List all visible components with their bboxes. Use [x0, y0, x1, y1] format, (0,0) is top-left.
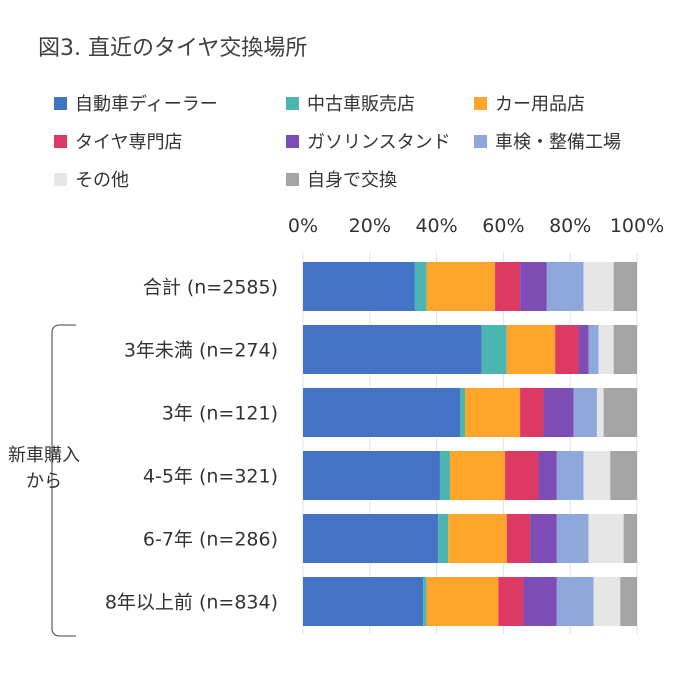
bar-segment: [546, 262, 584, 311]
legend-label: カー用品店: [495, 94, 585, 115]
x-tick-label: 60%: [482, 215, 524, 237]
bar-segment: [613, 325, 637, 374]
legend-item: タイヤ専門店: [54, 128, 182, 154]
bar-segment: [459, 388, 465, 437]
legend-label: ガソリンスタンド: [307, 132, 451, 153]
x-tick-label: 40%: [415, 215, 457, 237]
group-bracket: [51, 324, 76, 637]
legend-label: 車検・整備工場: [495, 132, 621, 153]
bar-segment: [495, 262, 521, 311]
bar-segment: [439, 451, 450, 500]
category-label: 6-7年 (n=286): [143, 529, 278, 551]
legend-swatch: [474, 134, 487, 148]
group-label: 新車購入 から: [4, 443, 84, 495]
bar-segment: [620, 577, 637, 626]
bar-segment: [438, 514, 449, 563]
category-label: 4-5年 (n=321): [143, 466, 278, 488]
x-tick-label: 80%: [549, 215, 591, 237]
legend-swatch: [54, 134, 67, 148]
bar-segment: [449, 451, 506, 500]
bar-segment: [303, 577, 424, 626]
x-tick-label: 0%: [288, 215, 318, 237]
bar-segment: [505, 451, 539, 500]
bar-segment: [464, 388, 521, 437]
group-label-line: から: [26, 471, 62, 492]
bar-segment: [303, 451, 440, 500]
legend-swatch: [286, 96, 299, 110]
bar-segment: [578, 325, 589, 374]
bar-segment: [426, 262, 496, 311]
bar-segment: [610, 451, 637, 500]
legend-label: 自身で交換: [307, 170, 397, 191]
bar-segment: [583, 451, 611, 500]
chart-title: 図3. 直近のタイヤ交換場所: [38, 36, 308, 61]
bar-segment: [588, 514, 624, 563]
bar-segment: [573, 388, 597, 437]
bar-segment: [613, 262, 637, 311]
bar-segment: [530, 514, 557, 563]
x-tick-label: 100%: [610, 215, 664, 237]
bar-segment: [556, 577, 594, 626]
bar-segment: [588, 325, 599, 374]
bar-segment: [303, 514, 439, 563]
bar-segment: [506, 325, 556, 374]
group-label-line: 新車購入: [8, 445, 80, 466]
legend-label: 自動車ディーラー: [75, 94, 218, 115]
bar-segment: [303, 262, 415, 311]
legend-item: 車検・整備工場: [474, 128, 621, 154]
category-label: 合計 (n=2585): [143, 277, 278, 299]
bar-segment: [538, 451, 557, 500]
bar-segment: [498, 577, 524, 626]
legend-item: その他: [54, 166, 129, 192]
legend-swatch: [54, 96, 67, 110]
bar-segment: [623, 514, 637, 563]
bar-segment: [555, 325, 579, 374]
x-tick-label: 20%: [349, 215, 391, 237]
bar-segment: [414, 262, 427, 311]
legend-item: 自動車ディーラー: [54, 90, 218, 116]
bar-segment: [523, 577, 557, 626]
bar-segment: [448, 514, 507, 563]
bar-segment: [520, 388, 544, 437]
bar-segment: [583, 262, 614, 311]
bar-segment: [556, 514, 589, 563]
legend-swatch: [474, 96, 487, 110]
category-label: 3年未満 (n=274): [124, 340, 278, 362]
category-label: 8年以上前 (n=834): [105, 592, 278, 614]
bar-segment: [603, 388, 637, 437]
bar-segment: [593, 577, 621, 626]
bar-segment: [596, 388, 604, 437]
legend-item: 中古車販売店: [286, 90, 415, 116]
bar-segment: [303, 325, 482, 374]
bar-segment: [426, 577, 499, 626]
bar-segment: [598, 325, 614, 374]
bar-segment: [520, 262, 547, 311]
bar-segment: [423, 577, 427, 626]
legend-swatch: [54, 172, 67, 186]
legend-label: 中古車販売店: [307, 94, 415, 115]
bar-segment: [303, 388, 460, 437]
bar-segment: [543, 388, 574, 437]
legend-swatch: [286, 134, 299, 148]
bar-segment: [481, 325, 507, 374]
legend-swatch: [286, 172, 299, 186]
category-label: 3年 (n=121): [162, 403, 278, 425]
bar-segment: [506, 514, 531, 563]
legend-item: カー用品店: [474, 90, 585, 116]
legend-label: その他: [75, 170, 129, 191]
legend-item: 自身で交換: [286, 166, 397, 192]
bar-segment: [556, 451, 584, 500]
legend-item: ガソリンスタンド: [286, 128, 451, 154]
legend-label: タイヤ専門店: [75, 132, 183, 153]
